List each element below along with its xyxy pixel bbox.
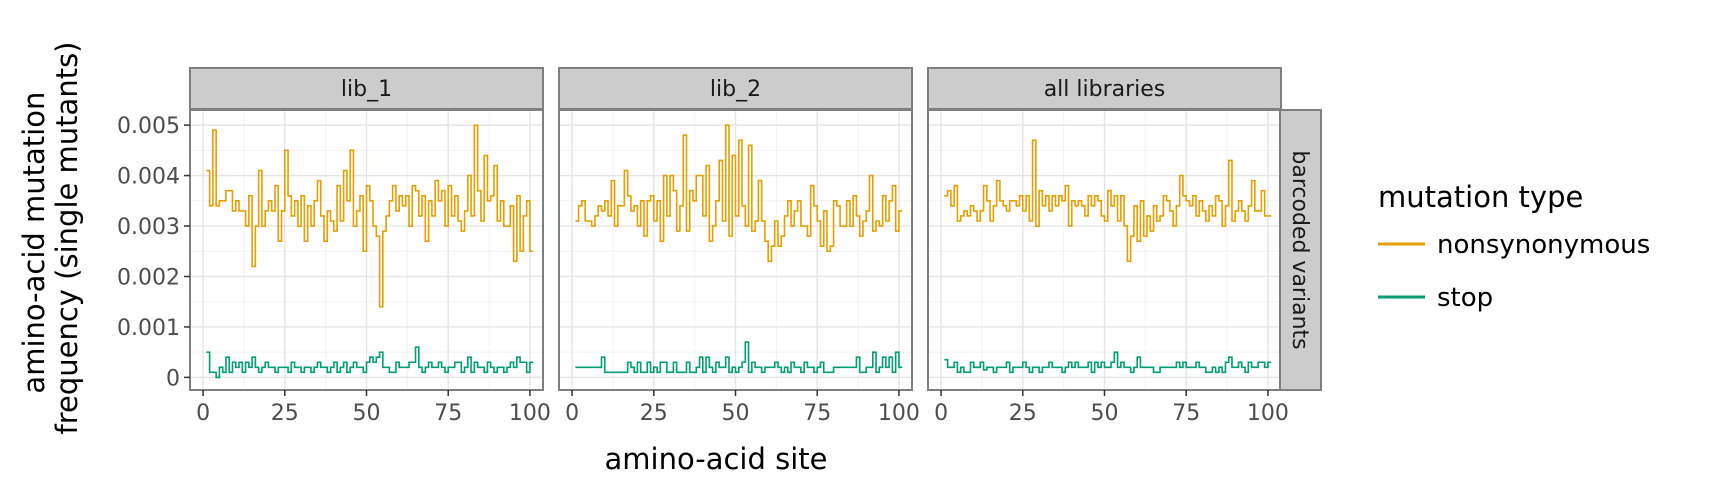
- x-tick-label: 0: [196, 401, 210, 426]
- y-axis-title-line-1: amino-acid mutation: [17, 92, 51, 394]
- x-tick-label: 25: [640, 401, 668, 426]
- x-tick-label: 75: [803, 401, 831, 426]
- x-tick-label: 75: [434, 401, 462, 426]
- panel-strip: [558, 67, 913, 110]
- y-tick-label: 0.002: [117, 265, 180, 290]
- panel-strip: [927, 67, 1282, 110]
- y-tick-label: 0.001: [117, 316, 180, 341]
- y-axis: 0 0.001 0.002 0.003 0.004 0.005: [117, 114, 190, 391]
- series-line-nonsynonymous: [944, 139, 1272, 263]
- series-line-stop: [575, 341, 903, 374]
- series-line-nonsynonymous: [206, 124, 534, 308]
- x-tick-label: 75: [1172, 401, 1200, 426]
- x-tick-label: 50: [1091, 401, 1119, 426]
- legend-label-stop: stop: [1437, 283, 1493, 313]
- y-tick-label: 0: [166, 366, 180, 391]
- row-strip-box: [1279, 109, 1322, 391]
- panel-strip-label: lib_2: [710, 77, 761, 102]
- x-tick-label: 0: [565, 401, 579, 426]
- panel-strip: [189, 67, 544, 110]
- panel-0: lib_1 0 25 50 75 100: [189, 67, 551, 426]
- x-tick-label: 25: [1009, 401, 1037, 426]
- x-axis-title: amino-acid site: [605, 442, 828, 476]
- y-tick-label: 0.005: [117, 114, 180, 139]
- panel-2: all libraries 0 25 50 75 100: [927, 67, 1289, 426]
- x-tick-label: 25: [271, 401, 299, 426]
- x-tick-label: 100: [509, 401, 551, 426]
- y-tick-label: 0.003: [117, 215, 180, 240]
- series-line-stop: [944, 351, 1272, 374]
- y-axis-title-line-2: frequency (single mutants): [50, 41, 84, 434]
- x-tick-label: 50: [353, 401, 381, 426]
- series-line-stop: [206, 346, 534, 379]
- row-strip-label: barcoded variants: [1287, 150, 1312, 349]
- series-line-nonsynonymous: [575, 124, 903, 263]
- row-strip: barcoded variants: [1279, 109, 1322, 391]
- legend: mutation type nonsynonymous stop: [1378, 180, 1650, 313]
- x-tick-label: 100: [1247, 401, 1289, 426]
- legend-label-nonsynonymous: nonsynonymous: [1437, 230, 1650, 260]
- y-tick-label: 0.004: [117, 165, 180, 190]
- y-axis-title: amino-acid mutation frequency (single mu…: [17, 41, 84, 434]
- panel-strip-label: all libraries: [1044, 77, 1166, 102]
- panel-1: lib_2 0 25 50 75 100: [558, 67, 920, 426]
- panel-strip-label: lib_1: [341, 77, 392, 102]
- x-tick-label: 0: [934, 401, 948, 426]
- x-tick-label: 50: [722, 401, 750, 426]
- legend-title: mutation type: [1378, 180, 1583, 214]
- x-tick-label: 100: [878, 401, 920, 426]
